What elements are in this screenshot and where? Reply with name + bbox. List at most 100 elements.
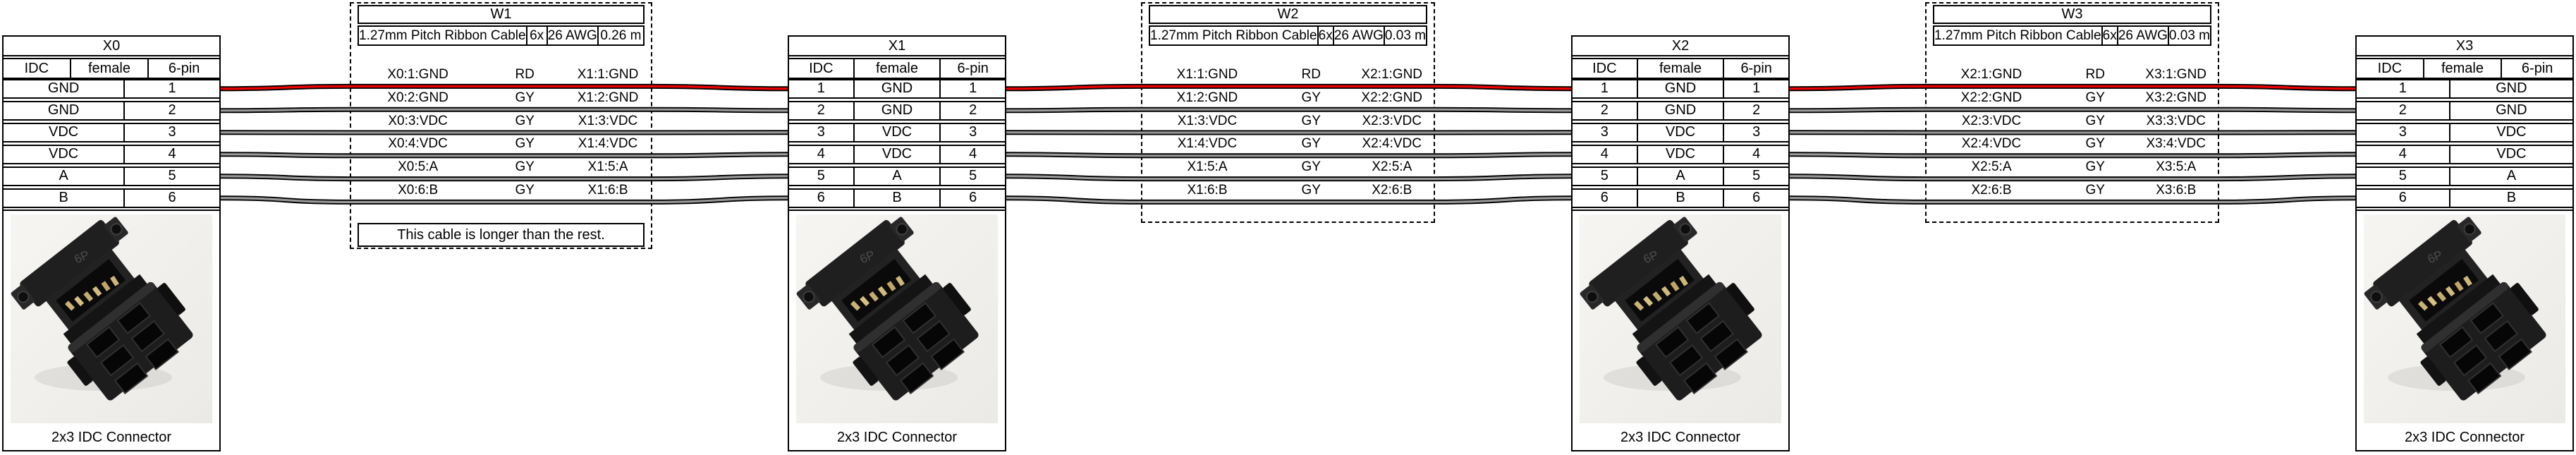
pin-number: 1 bbox=[2398, 80, 2407, 97]
pin-number: 1 bbox=[817, 80, 825, 97]
pin-name: GND bbox=[853, 80, 940, 97]
idc-connector-image bbox=[1578, 214, 1783, 423]
cable-gauge-cell: 26 AWG bbox=[2116, 27, 2168, 44]
wire-color-code: GY bbox=[515, 159, 535, 175]
pin-name: GND bbox=[47, 80, 80, 97]
wire-color-code: GY bbox=[2085, 90, 2105, 105]
pin-name: VDC bbox=[49, 146, 79, 162]
wire-left-label: X2:2:GND bbox=[1960, 90, 2022, 105]
pin-number: 1 bbox=[1723, 80, 1788, 97]
pin-number: 3 bbox=[123, 124, 219, 141]
wire-left-label: X0:1:GND bbox=[387, 66, 448, 82]
connector-subtype-cell: female bbox=[69, 59, 148, 78]
wire-row: X1:3:VDC GY X2:3:VDC bbox=[1144, 109, 1432, 133]
wire-color-code: GY bbox=[2085, 182, 2105, 198]
cable-type-cell: 1.27mm Pitch Ribbon Cable bbox=[1934, 28, 2101, 43]
wire-color-code: GY bbox=[2085, 159, 2105, 175]
pin-number: 2 bbox=[939, 102, 1005, 119]
pin-name: A bbox=[2448, 168, 2572, 185]
connector-subtype-cell: female bbox=[1636, 59, 1723, 78]
connector-subtype-cell: female bbox=[2422, 59, 2501, 78]
wire-row: X2:5:A GY X3:5:A bbox=[1928, 156, 2216, 179]
pin-number: 1 bbox=[123, 80, 219, 97]
pin-name: GND bbox=[47, 102, 80, 119]
wire-color-code: RD bbox=[2085, 66, 2105, 82]
wire-left-label: X1:1:GND bbox=[1176, 66, 1238, 82]
wire-color-code: GY bbox=[1301, 159, 1321, 175]
wire-left-label: X0:2:GND bbox=[387, 90, 448, 105]
wire-right-label: X1:4:VDC bbox=[578, 136, 638, 152]
wire-left-label: X0:4:VDC bbox=[388, 136, 448, 152]
pin-row: 4 VDC bbox=[2357, 145, 2572, 164]
wire-right-label: X2:6:B bbox=[1372, 182, 1412, 198]
connector-caption: 2x3 IDC Connector bbox=[2404, 429, 2525, 445]
pin-name: A bbox=[853, 168, 940, 185]
wire-row: X0:2:GND GY X1:2:GND bbox=[353, 86, 649, 109]
connector-image-cell: 2x3 IDC Connector bbox=[1573, 210, 1788, 450]
pin-number: 6 bbox=[123, 190, 219, 207]
pin-number: 6 bbox=[1723, 190, 1788, 207]
pin-name: A bbox=[1636, 168, 1723, 185]
wire-row: X1:4:VDC GY X2:4:VDC bbox=[1144, 133, 1432, 156]
pin-number: 6 bbox=[817, 190, 825, 206]
wire-right-label: X3:4:VDC bbox=[2146, 136, 2206, 152]
wire-right-label: X2:1:GND bbox=[1361, 66, 1423, 82]
pin-name: VDC bbox=[2448, 124, 2572, 141]
wire-left-label: X2:1:GND bbox=[1960, 66, 2022, 82]
idc-connector-photo bbox=[9, 214, 214, 423]
connector-node-x2: X2 IDC female 6-pin 1 GND 1 2 GND 2 3 VDC 3 4 VDC 4 5 A 5 6… bbox=[1571, 35, 1790, 451]
pin-number: 2 bbox=[817, 102, 825, 119]
connector-header-row: IDC female 6-pin bbox=[1573, 58, 1788, 79]
wire-right-label: X1:6:B bbox=[587, 182, 628, 198]
idc-connector-photo bbox=[1578, 214, 1783, 423]
connector-type-cell: IDC bbox=[24, 60, 49, 76]
idc-connector-image bbox=[2362, 214, 2567, 423]
wire-left-label: X1:6:B bbox=[1187, 182, 1228, 198]
pin-number: 6 bbox=[2398, 190, 2407, 206]
cable-params-row: 1.27mm Pitch Ribbon Cable 6x 26 AWG 0.03 m bbox=[1149, 25, 1427, 46]
pin-number: 6 bbox=[939, 190, 1005, 207]
pin-name: A bbox=[59, 168, 68, 184]
cable-length-cell: 0.03 m bbox=[1383, 27, 1426, 44]
wire-row: X0:3:VDC GY X1:3:VDC bbox=[353, 109, 649, 133]
pin-name: VDC bbox=[49, 124, 79, 140]
wire-color-code: GY bbox=[515, 113, 535, 128]
wire-row: X1:1:GND RD X2:1:GND bbox=[1144, 63, 1432, 86]
wire-left-label: X1:2:GND bbox=[1176, 90, 1238, 105]
wire-color-code: GY bbox=[515, 90, 535, 105]
idc-connector-photo bbox=[2362, 214, 2567, 423]
pin-number: 4 bbox=[817, 146, 825, 162]
cable-type-cell: 1.27mm Pitch Ribbon Cable bbox=[1150, 28, 1317, 43]
wire-left-label: X1:4:VDC bbox=[1177, 136, 1238, 152]
pin-name: GND bbox=[853, 102, 940, 119]
wire-color-code: GY bbox=[515, 136, 535, 152]
wire-row: X0:6:B GY X1:6:B bbox=[353, 178, 649, 202]
connector-caption: 2x3 IDC Connector bbox=[1620, 429, 1741, 445]
idc-connector-photo bbox=[795, 214, 999, 423]
pin-row: 4 VDC 4 bbox=[1573, 145, 1788, 164]
cable-gauge-cell: 26 AWG bbox=[546, 27, 597, 44]
wire-left-label: X1:5:A bbox=[1187, 159, 1228, 175]
pin-name: VDC bbox=[853, 124, 940, 141]
wire-row: X2:3:VDC GY X3:3:VDC bbox=[1928, 109, 2216, 133]
wire-color-code: RD bbox=[515, 66, 535, 82]
pin-name: B bbox=[1636, 190, 1723, 207]
pin-name: B bbox=[59, 190, 68, 206]
wire-row: X1:2:GND GY X2:2:GND bbox=[1144, 86, 1432, 109]
pin-number: 5 bbox=[939, 168, 1005, 185]
pin-number: 3 bbox=[1600, 124, 1609, 140]
wire-right-label: X3:6:B bbox=[2156, 182, 2197, 198]
wire-right-label: X3:3:VDC bbox=[2146, 113, 2206, 128]
wire-right-label: X3:2:GND bbox=[2145, 90, 2207, 105]
wire-right-label: X1:3:VDC bbox=[578, 113, 638, 128]
pin-row: GND 2 bbox=[4, 101, 219, 121]
wire-left-label: X2:4:VDC bbox=[1961, 136, 2022, 152]
pin-row: 2 GND bbox=[2357, 101, 2572, 121]
pin-number: 6 bbox=[1600, 190, 1609, 206]
connector-title: X1 bbox=[789, 37, 1005, 56]
